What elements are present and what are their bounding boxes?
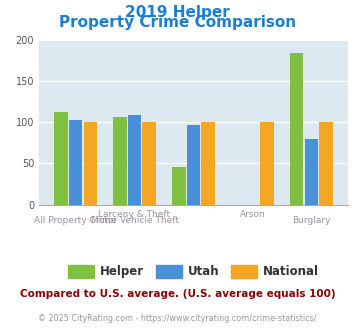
Bar	[201, 122, 215, 205]
Text: Property Crime Comparison: Property Crime Comparison	[59, 15, 296, 30]
Bar	[172, 167, 186, 205]
Text: Arson: Arson	[240, 210, 265, 218]
Text: Motor Vehicle Theft: Motor Vehicle Theft	[91, 216, 179, 225]
Text: Larceny & Theft: Larceny & Theft	[98, 210, 171, 218]
Text: 2019 Helper: 2019 Helper	[125, 5, 230, 20]
Text: © 2025 CityRating.com - https://www.cityrating.com/crime-statistics/: © 2025 CityRating.com - https://www.city…	[38, 314, 317, 323]
Bar	[305, 139, 318, 205]
Bar	[290, 53, 304, 205]
Text: All Property Crime: All Property Crime	[34, 216, 117, 225]
Bar	[142, 122, 156, 205]
Bar	[319, 122, 333, 205]
Bar	[187, 124, 200, 205]
Bar	[54, 112, 68, 205]
Bar	[69, 120, 82, 205]
Bar	[128, 115, 141, 205]
Text: Burglary: Burglary	[292, 216, 331, 225]
Bar	[83, 122, 97, 205]
Legend: Helper, Utah, National: Helper, Utah, National	[63, 260, 324, 283]
Text: Compared to U.S. average. (U.S. average equals 100): Compared to U.S. average. (U.S. average …	[20, 289, 335, 299]
Bar	[260, 122, 274, 205]
Bar	[113, 117, 127, 205]
